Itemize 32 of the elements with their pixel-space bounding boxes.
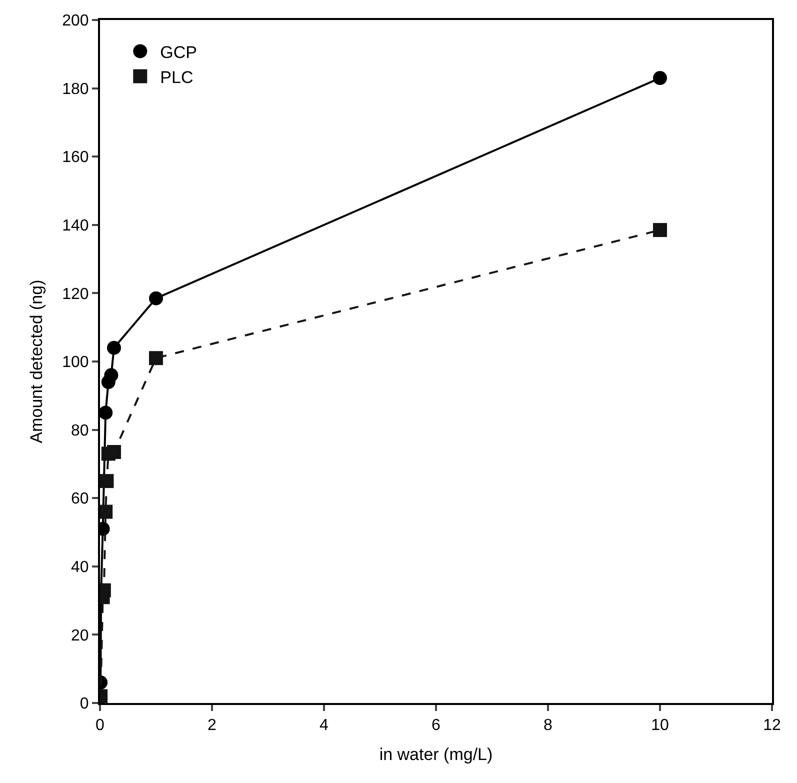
- point: [100, 406, 113, 420]
- point: [107, 340, 121, 355]
- point: [104, 368, 118, 382]
- y-tick-label: 20: [71, 627, 89, 644]
- y-axis-title: Amount detected (ng): [27, 280, 46, 444]
- x-axis-title: in water (mg/L): [379, 745, 493, 764]
- point: [653, 223, 667, 238]
- x-tick-label: 10: [651, 717, 669, 734]
- x-tick-label: 2: [208, 717, 217, 734]
- y-tick-label: 0: [80, 696, 89, 713]
- x-tick-label: 8: [544, 717, 553, 734]
- x-tick-label: 6: [432, 717, 441, 734]
- point: [107, 445, 121, 459]
- x-tick-label: 12: [763, 717, 781, 734]
- y-tick-label: 80: [71, 422, 89, 440]
- y-tick-label: 100: [62, 354, 89, 372]
- y-tick-label: 40: [71, 559, 89, 576]
- point: [149, 291, 163, 306]
- y-tick-label: 60: [71, 490, 89, 508]
- x-tick-label: 0: [96, 717, 105, 734]
- point: [100, 474, 114, 488]
- x-tick-label: 4: [320, 717, 329, 734]
- y-tick-label: 120: [62, 286, 89, 303]
- y-tick-label: 160: [62, 149, 89, 166]
- point: [149, 351, 163, 366]
- legend-label: GCP: [160, 42, 198, 62]
- point: [653, 71, 667, 86]
- y-tick-label: 200: [62, 12, 89, 30]
- legend-label: PLC: [160, 68, 194, 87]
- point: [100, 504, 113, 519]
- y-tick-label: 140: [62, 218, 89, 234]
- y-tick-label: 180: [62, 80, 89, 98]
